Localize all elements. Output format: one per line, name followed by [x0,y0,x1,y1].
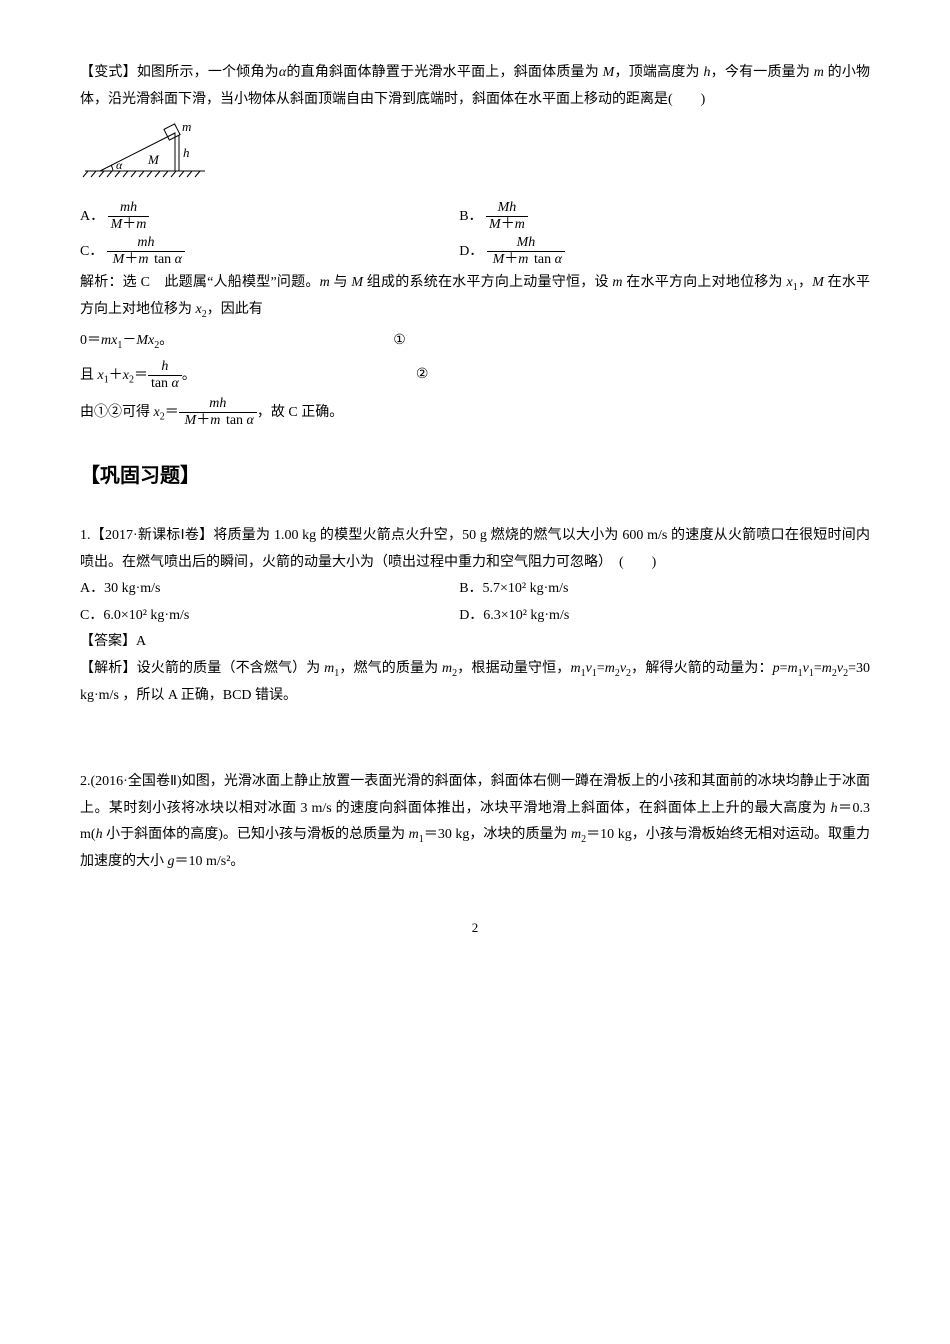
options-row-1: A． mh M＋m B． Mh M＋m [80,200,870,233]
page-number: 2 [80,916,870,941]
h-label: h [183,145,190,160]
q1-option-d: D．6.3×10² kg·m/s [459,603,870,630]
eq-num-1: ① [393,328,406,355]
options-row-2: C． mh M＋m tan α D． Mh M＋m tan α [80,235,870,268]
variant-text: 【变式】如图所示，一个倾角为α的直角斜面体静置于光滑水平面上，斜面体质量为 M，… [80,60,870,113]
q1-explanation: 【解析】设火箭的质量（不含燃气）为 m1，燃气的质量为 m2，根据动量守恒，m1… [80,656,870,709]
option-a: A． mh M＋m [80,200,459,233]
q2-text: 2.(2016·全国卷Ⅱ)如图，光滑冰面上静止放置一表面光滑的斜面体，斜面体右侧… [80,769,870,876]
q1-text: 1.【2017·新课标Ⅰ卷】将质量为 1.00 kg 的模型火箭点火升空，50 … [80,523,870,576]
m-label: m [182,121,191,134]
solution-conclusion: 由①②可得 x2＝mh M＋m tan α，故 C 正确。 [80,396,870,429]
option-c: C． mh M＋m tan α [80,235,459,268]
alpha-label: α [116,158,123,172]
variant-prefix: 【变式】 [80,65,137,80]
section-heading: 【巩固习题】 [80,457,870,495]
q1-option-c: C．6.0×10² kg·m/s [80,603,459,630]
q1-answer: 【答案】A [80,629,870,656]
incline-diagram: α m M h [80,121,870,192]
option-b: B． Mh M＋m [459,200,870,233]
equation-2: 且 x1＋x2＝htan α。 ② [80,359,870,392]
q1-options-row1: A．30 kg·m/s B．5.7×10² kg·m/s [80,576,870,603]
option-d: D． Mh M＋m tan α [459,235,870,268]
q1-option-a: A．30 kg·m/s [80,576,459,603]
solution-line1: 解析：选 C 此题属“人船模型”问题。m 与 M 组成的系统在水平方向上动量守恒… [80,270,870,324]
eq-num-2: ② [416,362,429,389]
M-label: M [147,152,160,167]
q1-options-row2: C．6.0×10² kg·m/s D．6.3×10² kg·m/s [80,603,870,630]
equation-1: 0＝mx1－Mx2。 ① [80,328,870,355]
q1-option-b: B．5.7×10² kg·m/s [459,576,870,603]
